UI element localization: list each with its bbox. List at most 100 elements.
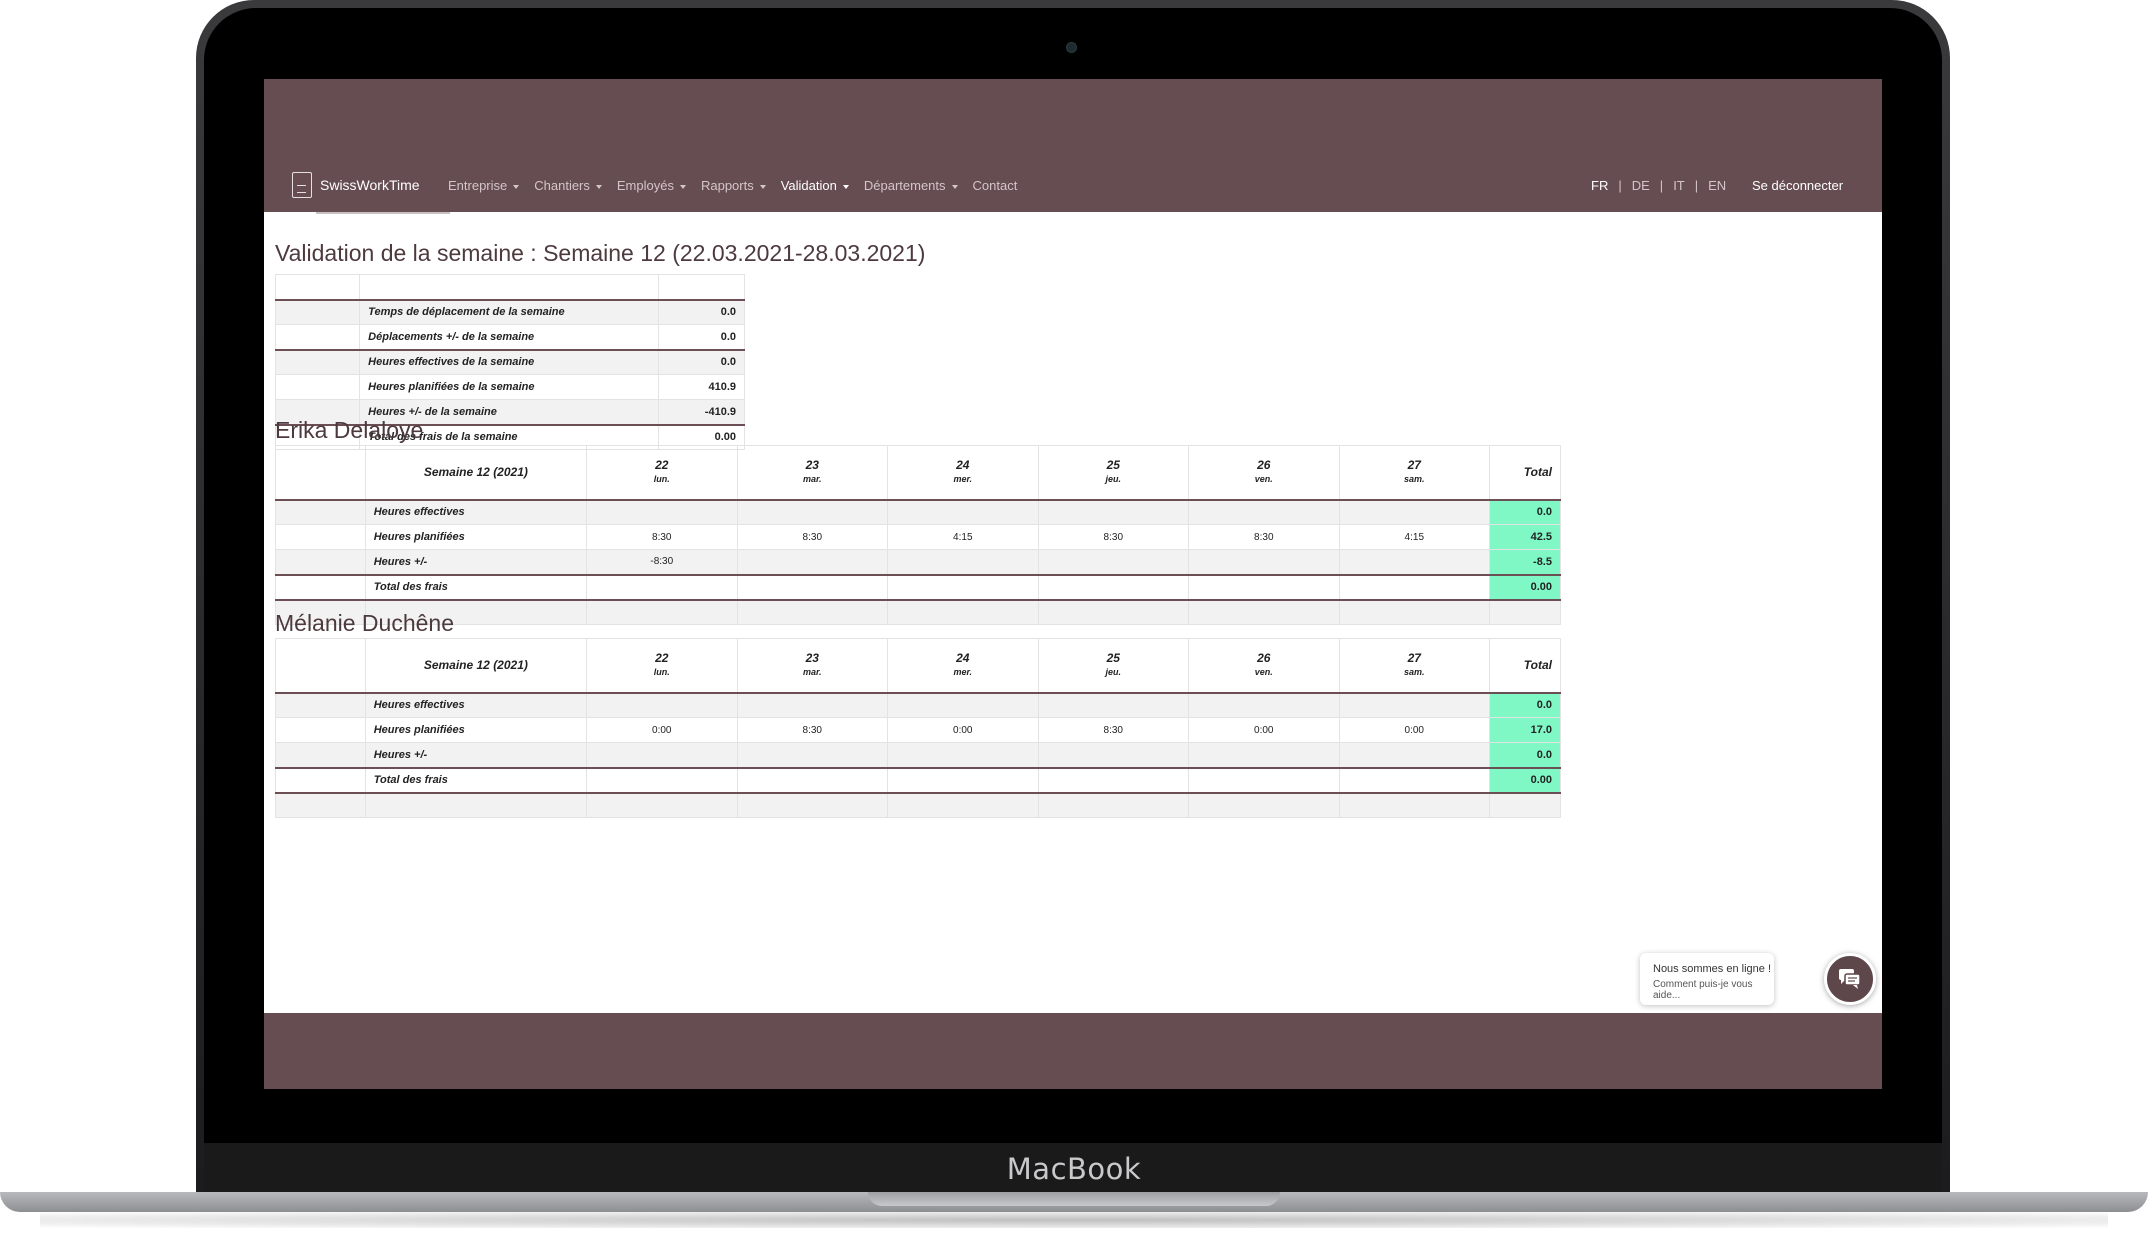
weekday: jeu. (1105, 667, 1122, 678)
page-title: Validation de la semaine : Semaine 12 (2… (275, 240, 926, 266)
table-cell (657, 274, 746, 300)
table-cell (1338, 791, 1491, 818)
table-row: Heures +/- 0.0 (275, 742, 1561, 768)
row-label: Heures +/- (364, 549, 588, 575)
day-number: 26 (1257, 458, 1271, 473)
chat-bubble[interactable]: Nous sommes en ligne ! Comment puis-je v… (1640, 953, 1774, 1005)
weekday: ven. (1254, 474, 1273, 485)
logo[interactable]: SwissWorkTime (292, 172, 420, 198)
nav-item-label: Chantiers (534, 178, 590, 193)
day-value (1037, 742, 1190, 768)
day-value: 8:30 (1037, 524, 1190, 550)
language-switcher: FR | DE | IT | EN (1591, 178, 1736, 193)
week-label: Semaine 12 (2021) (364, 638, 588, 693)
day-number: 23 (805, 651, 819, 666)
table-cell (274, 324, 361, 350)
day-number: 27 (1407, 458, 1421, 473)
table-row (274, 274, 746, 300)
day-value: 8:30 (1037, 717, 1190, 743)
day-value (586, 691, 738, 718)
nav-item-3[interactable]: Rapports (701, 178, 766, 193)
nav-item-label: Départements (863, 178, 946, 193)
caret-down-icon (679, 184, 686, 189)
nav-item-5[interactable]: Départements (864, 178, 958, 193)
total-header: Total (1489, 638, 1561, 693)
employee-week-table: Semaine 12 (2021) 22 lun. 23 mar. 24 mer. 25 jeu… (275, 445, 1561, 625)
day-value: -8:30 (586, 549, 738, 575)
table-cell (1489, 791, 1561, 818)
laptop-base-notch (868, 1192, 1280, 1206)
week-label: Semaine 12 (2021) (364, 445, 588, 500)
nav-item-4[interactable]: Validation (781, 178, 849, 193)
language-3[interactable]: EN (1708, 178, 1727, 193)
language-2[interactable]: IT (1673, 178, 1685, 193)
table-cell (359, 274, 659, 300)
summary-value: -410.9 (657, 399, 746, 425)
day-value: 8:30 (586, 524, 738, 550)
summary-value: 0.0 (657, 324, 746, 350)
nav-item-label: Rapports (700, 178, 754, 193)
row-total: 0.00 (1489, 573, 1561, 600)
document-icon (292, 172, 312, 198)
table-cell (275, 498, 366, 525)
day-number: 24 (956, 458, 970, 473)
table-row: Heures effectives 0.0 (275, 691, 1561, 718)
day-header: 24 mer. (887, 445, 1039, 500)
day-header: 25 jeu. (1037, 445, 1190, 500)
day-number: 23 (805, 458, 819, 473)
day-value: 8:30 (736, 524, 889, 550)
navbar: SwissWorkTime Entreprise Chantiers Employé… (264, 162, 1882, 212)
weekday: sam. (1404, 667, 1425, 678)
day-header: 27 sam. (1338, 638, 1491, 693)
day-value (1338, 766, 1491, 793)
summary-label: Temps de déplacement de la semaine (359, 298, 659, 325)
logout-link[interactable]: Se déconnecter (1752, 178, 1844, 193)
table-header-row: Semaine 12 (2021) 22 lun. 23 mar. 24 mer. 25 jeu… (275, 445, 1561, 500)
row-label: Total des frais (364, 573, 588, 600)
day-value (1037, 549, 1190, 575)
nav-item-0[interactable]: Entreprise (448, 178, 520, 193)
day-value (1188, 766, 1340, 793)
device-label: MacBook (1006, 1152, 1142, 1186)
caret-down-icon (842, 184, 849, 189)
laptop-shadow (40, 1212, 2108, 1228)
language-separator: | (1659, 178, 1664, 193)
day-header: 27 sam. (1338, 445, 1491, 500)
day-value (887, 498, 1039, 525)
nav-item-2[interactable]: Employés (617, 178, 686, 193)
nav-item-label: Contact (972, 178, 1018, 193)
day-value: 0:00 (1338, 717, 1491, 743)
nav-item-6[interactable]: Contact (973, 178, 1018, 193)
day-value (887, 691, 1039, 718)
day-value (586, 498, 738, 525)
table-cell (1188, 791, 1340, 818)
chat-button[interactable] (1824, 953, 1876, 1005)
weekday: jeu. (1105, 474, 1122, 485)
table-cell (364, 598, 588, 625)
day-value (1338, 573, 1491, 600)
table-cell (1037, 598, 1190, 625)
table-cell (887, 791, 1039, 818)
table-cell (275, 691, 366, 718)
table-row: Heures planifiées 0:00 8:30 0:00 8:30 0:00 0:0… (275, 717, 1561, 743)
table-cell (275, 717, 366, 743)
weekday: lun. (653, 667, 670, 678)
language-0[interactable]: FR (1591, 178, 1609, 193)
language-1[interactable]: DE (1631, 178, 1650, 193)
day-value (1338, 549, 1491, 575)
summary-label: Heures planifiées de la semaine (359, 374, 659, 400)
weekday: sam. (1404, 474, 1425, 485)
table-row: Heures +/- -8:30 -8.5 (275, 549, 1561, 575)
weekday: mar. (803, 474, 822, 485)
table-row: Heures +/- de la semaine -410.9 (274, 399, 746, 425)
table-row: Déplacements +/- de la semaine 0.0 (274, 324, 746, 350)
nav-item-1[interactable]: Chantiers (534, 178, 602, 193)
summary-value: 0.0 (657, 348, 746, 375)
table-row: Heures effectives de la semaine 0.0 (274, 348, 746, 375)
day-header: 22 lun. (586, 638, 738, 693)
caret-down-icon (595, 184, 602, 189)
day-value (1037, 573, 1190, 600)
weekday: mer. (953, 667, 973, 678)
language-separator: | (1618, 178, 1622, 193)
table-cell (736, 791, 889, 818)
